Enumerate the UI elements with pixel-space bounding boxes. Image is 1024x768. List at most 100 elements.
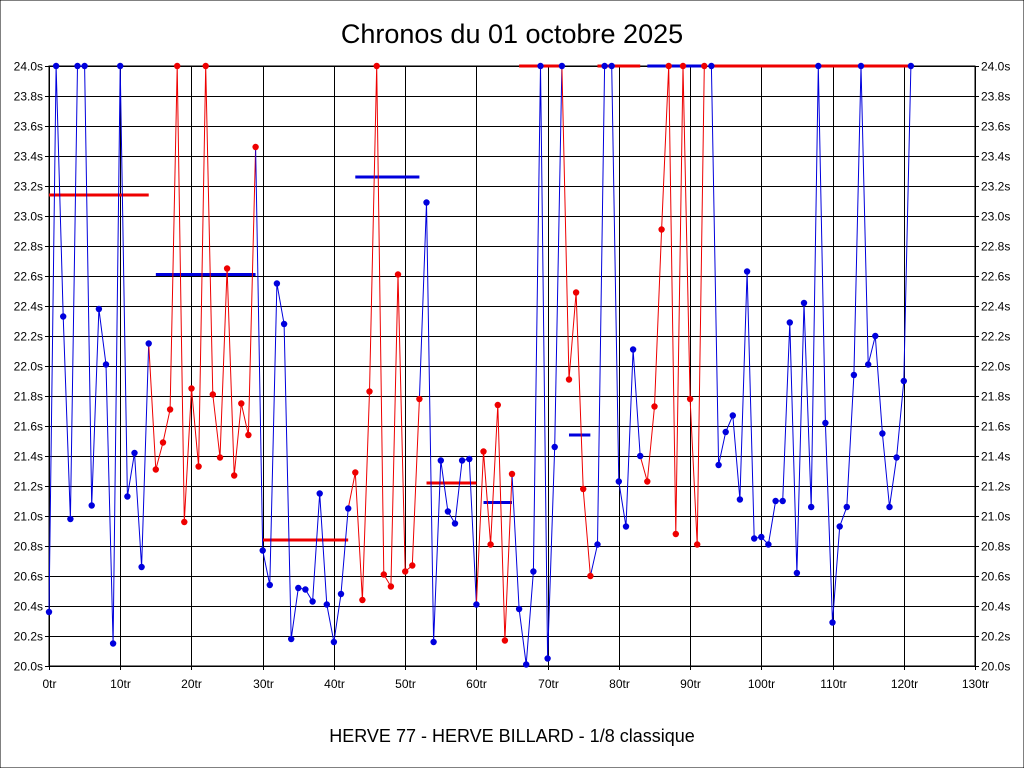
data-point-red — [480, 448, 487, 455]
data-point-red — [679, 62, 687, 70]
y-tick-label-left: 21.4s — [14, 450, 43, 464]
y-tick-label-right: 24.0s — [981, 60, 1010, 74]
data-point-blue — [793, 569, 801, 577]
data-point-red — [565, 376, 573, 383]
axis-ticks: 20.0s 20.0s 20.2s 20.2s 20.4s 20.4s 20.6s 20.6s… — [14, 60, 1011, 692]
data-point-blue — [145, 340, 152, 347]
data-point-red — [416, 395, 423, 403]
data-point-blue — [423, 199, 430, 206]
data-point-blue — [708, 62, 715, 70]
data-point-blue — [886, 503, 893, 511]
data-point-blue — [822, 419, 829, 427]
x-tick-label: 30tr — [253, 677, 274, 691]
data-point-red — [209, 391, 216, 398]
data-point-blue — [309, 598, 316, 605]
y-tick-label-left: 22.8s — [14, 240, 43, 254]
y-tick-label-right: 23.8s — [981, 90, 1010, 104]
y-tick-label-left: 22.0s — [14, 360, 43, 374]
x-tick-label: 10tr — [110, 677, 131, 691]
data-point-red — [644, 478, 651, 485]
y-tick-label-left: 21.8s — [14, 390, 43, 404]
y-tick-label-right: 21.2s — [981, 480, 1010, 494]
data-point-blue — [729, 412, 736, 419]
data-point-blue — [515, 605, 523, 613]
data-point-blue — [637, 452, 644, 460]
data-point-blue — [772, 497, 779, 505]
data-point-blue — [345, 505, 352, 512]
data-point-red — [216, 454, 224, 461]
data-point-blue — [330, 638, 338, 646]
data-point-red — [665, 62, 672, 70]
y-tick-label-left: 21.6s — [14, 420, 43, 434]
y-tick-label-left: 21.0s — [14, 510, 43, 524]
data-point-blue — [451, 520, 459, 527]
y-tick-label-left: 23.0s — [14, 210, 43, 224]
data-point-blue — [280, 320, 288, 328]
series-line-red — [148, 65, 257, 523]
data-point-blue — [437, 457, 444, 464]
x-tick-label: 90tr — [680, 677, 701, 691]
data-point-blue — [601, 62, 608, 70]
data-point-blue — [523, 661, 530, 668]
series-line-blue — [589, 65, 641, 577]
y-tick-label-right: 20.2s — [981, 630, 1010, 644]
y-tick-label-left: 22.4s — [14, 300, 43, 314]
data-point-red — [508, 470, 516, 478]
y-tick-label-right: 23.0s — [981, 210, 1010, 224]
y-tick-label-right: 22.4s — [981, 300, 1010, 314]
data-point-blue — [850, 371, 858, 379]
data-point-blue — [715, 461, 722, 469]
y-tick-label-right: 21.6s — [981, 420, 1010, 434]
data-point-blue — [629, 346, 637, 353]
data-point-red — [152, 466, 159, 473]
data-point-red — [202, 62, 209, 70]
y-tick-label-left: 23.2s — [14, 180, 43, 194]
y-tick-label-right: 21.4s — [981, 450, 1010, 464]
data-point-red — [166, 406, 174, 413]
data-point-blue — [302, 586, 309, 593]
data-point-blue — [865, 361, 872, 368]
data-point-red — [686, 395, 694, 403]
data-point-blue — [273, 280, 281, 287]
data-point-blue — [473, 601, 480, 608]
x-tick-label: 0tr — [42, 677, 56, 691]
y-tick-label-left: 20.0s — [14, 660, 43, 674]
data-point-blue — [124, 493, 131, 500]
x-tick-label: 40tr — [324, 677, 345, 691]
data-point-blue — [466, 455, 473, 463]
data-point-blue — [74, 62, 81, 70]
data-point-blue — [879, 430, 886, 437]
data-point-red — [494, 401, 501, 409]
data-point-red — [159, 439, 167, 446]
y-tick-label-left: 20.8s — [14, 540, 43, 554]
data-point-red — [572, 289, 580, 296]
y-tick-label-left: 23.4s — [14, 150, 43, 164]
data-point-red — [658, 226, 665, 233]
x-tick-label: 20tr — [181, 677, 202, 691]
data-point-blue — [81, 62, 88, 70]
data-point-red — [373, 62, 380, 70]
average-lines — [49, 64, 911, 542]
data-point-red — [238, 400, 245, 407]
y-tick-label-left: 21.2s — [14, 480, 43, 494]
data-point-red — [252, 143, 259, 151]
data-point-blue — [444, 508, 452, 515]
data-point-blue — [594, 541, 601, 548]
data-point-blue — [266, 581, 273, 589]
data-point-red — [195, 463, 202, 470]
x-tick-label: 100tr — [748, 677, 775, 691]
data-point-blue — [95, 305, 103, 313]
data-point-blue — [88, 502, 95, 509]
series-line-blue — [704, 65, 912, 623]
data-point-red — [359, 596, 366, 604]
data-point-red — [409, 562, 416, 569]
x-tick-label: 50tr — [395, 677, 416, 691]
data-point-red — [651, 403, 658, 410]
data-point-red — [188, 385, 195, 392]
data-point-blue — [430, 638, 437, 646]
data-point-blue — [843, 503, 850, 511]
y-tick-label-right: 20.4s — [981, 600, 1010, 614]
data-point-red — [580, 485, 587, 493]
